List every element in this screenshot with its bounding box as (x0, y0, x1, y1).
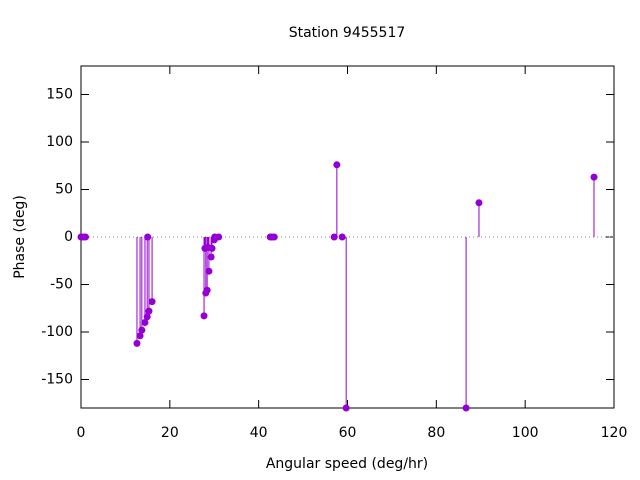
y-tick-label: 0 (64, 229, 73, 245)
x-tick-label: 0 (77, 425, 86, 441)
point (145, 307, 153, 315)
point (462, 404, 470, 412)
point (342, 404, 350, 412)
y-tick-label: 150 (46, 87, 73, 103)
point (81, 233, 89, 241)
point (338, 233, 346, 241)
x-tick-label: 60 (339, 425, 357, 441)
point (133, 339, 141, 347)
point (200, 312, 208, 320)
point (330, 233, 338, 241)
point (138, 326, 146, 334)
point (148, 298, 156, 306)
x-axis-label: Angular speed (deg/hr) (266, 456, 428, 472)
point (141, 319, 149, 326)
y-tick-label: -50 (50, 277, 73, 293)
y-axis-label: Phase (deg) (12, 195, 28, 279)
point (475, 199, 483, 207)
x-tick-label: 20 (161, 425, 179, 441)
x-tick-label: 40 (250, 425, 268, 441)
x-tick-label: 80 (427, 425, 445, 441)
point (270, 233, 278, 241)
point (205, 267, 213, 275)
point (144, 233, 152, 241)
x-tick-label: 100 (512, 425, 539, 441)
point (333, 161, 341, 169)
chart-title: Station 9455517 (289, 25, 406, 41)
point (208, 244, 216, 252)
point (143, 313, 151, 321)
point (215, 233, 223, 241)
point (207, 253, 215, 261)
y-tick-label: 100 (46, 134, 73, 150)
y-tick-label: -100 (41, 324, 73, 340)
plot-frame (80, 65, 615, 409)
y-tick-label: -150 (41, 372, 73, 388)
y-tick-label: 50 (55, 182, 73, 198)
point (203, 286, 211, 294)
point (136, 332, 144, 340)
x-tick-label: 120 (601, 425, 628, 441)
point (590, 173, 598, 181)
